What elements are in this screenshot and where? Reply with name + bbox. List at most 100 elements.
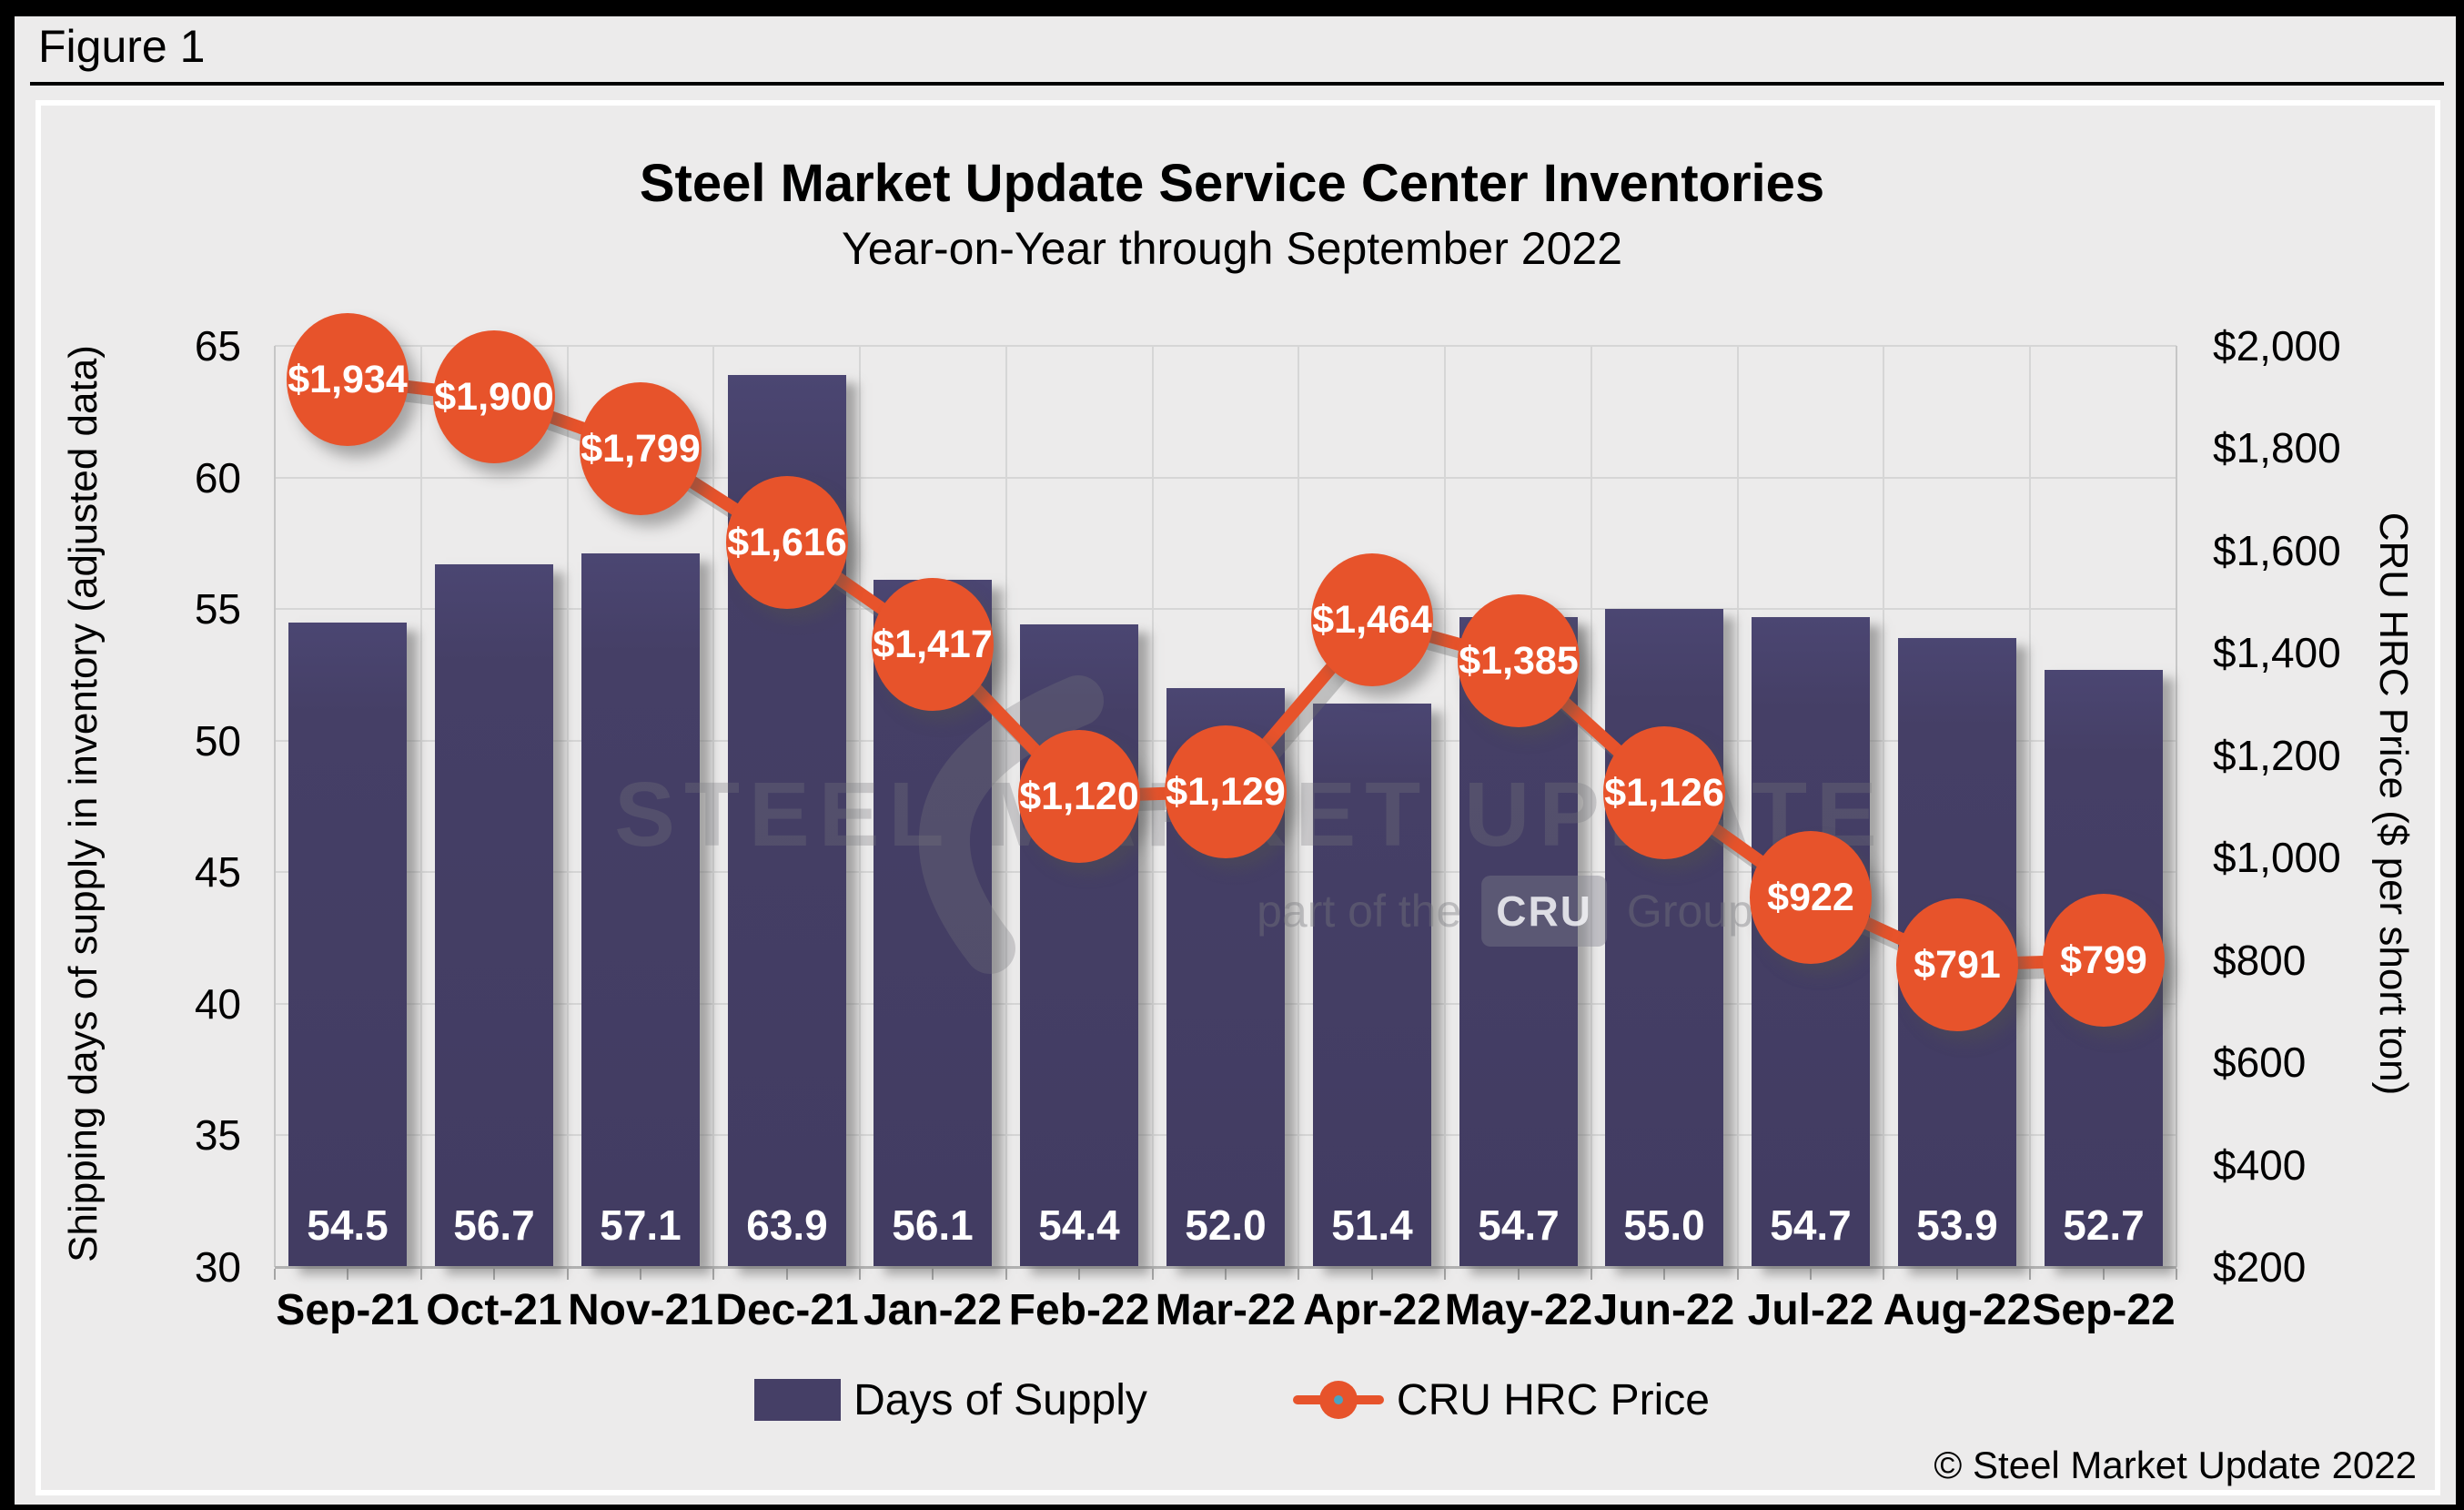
gridline-v-5 (1005, 346, 1007, 1267)
gridline-v-8 (1444, 346, 1446, 1267)
x-axis-tickmark-16 (1444, 1269, 1446, 1280)
x-axis-line (275, 1266, 2176, 1269)
bar-jun-22: 55.0 (1605, 609, 1723, 1266)
gridline-v-3 (712, 346, 714, 1267)
price-marker-feb-22: $1,120 (1018, 730, 1140, 863)
price-marker-mar-22: $1,129 (1165, 725, 1287, 858)
x-axis-tickmark-0 (274, 1269, 276, 1280)
gridline-v-4 (859, 346, 861, 1267)
price-marker-oct-21: $1,900 (433, 330, 555, 463)
price-marker-sep-22: $799 (2043, 894, 2165, 1027)
x-axis-tickmark-14 (1298, 1269, 1299, 1280)
x-tick-label-nov-21: Nov-21 (567, 1286, 714, 1334)
x-axis-tickmark-19 (1663, 1269, 1665, 1280)
x-axis-tickmark-20 (1737, 1269, 1739, 1280)
x-tick-label-jun-22: Jun-22 (1593, 1286, 1735, 1334)
x-axis-tickmark-9 (932, 1269, 934, 1280)
x-tick-label-jan-22: Jan-22 (863, 1286, 1003, 1334)
x-axis-tickmark-5 (640, 1269, 641, 1280)
x-axis-tickmark-22 (1883, 1269, 1884, 1280)
right-axis-tick--800: $800 (2213, 937, 2307, 984)
gridline-h-55 (275, 608, 2176, 610)
x-tick-label-may-22: May-22 (1444, 1286, 1593, 1334)
legend-item-days-of-supply: Days of Supply (754, 1375, 1147, 1425)
left-axis-tick-65: 65 (194, 322, 241, 370)
x-axis-tickmark-15 (1371, 1269, 1373, 1280)
price-marker-jul-22: $922 (1750, 831, 1872, 964)
x-axis-tickmark-10 (1005, 1269, 1007, 1280)
right-axis-tick--2-000: $2,000 (2213, 322, 2341, 370)
bar-value-nov-21: 57.1 (600, 1201, 682, 1249)
left-axis-tick-50: 50 (194, 717, 241, 765)
x-axis-tickmark-4 (567, 1269, 569, 1280)
x-tick-label-sep-21: Sep-21 (276, 1286, 419, 1334)
right-axis-tick--1-800: $1,800 (2213, 424, 2341, 471)
x-axis-tickmark-21 (1810, 1269, 1812, 1280)
left-axis-tick-30: 30 (194, 1243, 241, 1291)
bar-value-jul-22: 54.7 (1770, 1201, 1852, 1249)
price-marker-nov-21: $1,799 (580, 382, 702, 515)
bar-value-mar-22: 52.0 (1185, 1201, 1267, 1249)
x-axis-tickmark-23 (1956, 1269, 1958, 1280)
x-tick-label-apr-22: Apr-22 (1302, 1286, 1442, 1334)
x-axis-tickmark-8 (859, 1269, 861, 1280)
price-marker-may-22: $1,385 (1458, 594, 1580, 727)
gridline-v-9 (1590, 346, 1592, 1267)
gridline-v-0 (274, 346, 276, 1267)
price-marker-sep-21: $1,934 (287, 313, 409, 446)
price-marker-aug-22: $791 (1896, 898, 2018, 1031)
x-axis-tickmark-24 (2029, 1269, 2031, 1280)
bar-value-oct-21: 56.7 (453, 1201, 535, 1249)
x-tick-label-oct-21: Oct-21 (426, 1286, 562, 1334)
chart-title: Steel Market Update Service Center Inven… (639, 154, 1825, 213)
gridline-v-1 (420, 346, 422, 1267)
legend-item-cru-hrc-price: CRU HRC Price (1292, 1371, 1710, 1429)
legend-label-cru-hrc-price: CRU HRC Price (1396, 1375, 1710, 1424)
legend-marker-icon (1318, 1381, 1358, 1419)
right-axis-tick--200: $200 (2213, 1243, 2307, 1291)
header-rule (30, 82, 2444, 86)
right-axis-title: CRU HRC Price ($ per short ton) (2371, 512, 2416, 1096)
gridline-v-7 (1298, 346, 1299, 1267)
x-axis-tickmark-6 (712, 1269, 714, 1280)
x-axis-tickmark-12 (1152, 1269, 1154, 1280)
bar-series-swatch (754, 1379, 842, 1421)
figure-label: Figure 1 (38, 21, 206, 72)
x-tick-label-dec-21: Dec-21 (715, 1286, 859, 1334)
x-tick-label-sep-22: Sep-22 (2032, 1286, 2176, 1334)
x-axis-tickmark-2 (420, 1269, 422, 1280)
price-marker-jun-22: $1,126 (1603, 726, 1725, 859)
chart-card (35, 100, 2440, 1495)
bar-apr-22: 51.4 (1313, 704, 1431, 1266)
gridline-v-11 (1883, 346, 1884, 1267)
legend-marker-dot (1333, 1395, 1343, 1404)
bar-value-sep-21: 54.5 (307, 1201, 389, 1249)
gridline-h-65 (275, 345, 2176, 347)
left-axis-tick-40: 40 (194, 980, 241, 1028)
bar-value-may-22: 54.7 (1478, 1201, 1560, 1249)
price-marker-dec-21: $1,616 (726, 476, 848, 609)
x-axis-tickmark-25 (2103, 1269, 2105, 1280)
left-axis-tick-35: 35 (194, 1111, 241, 1159)
bar-value-sep-22: 52.7 (2063, 1201, 2145, 1249)
bar-value-jan-22: 56.1 (892, 1201, 974, 1249)
gridline-v-6 (1152, 346, 1154, 1267)
bar-sep-21: 54.5 (288, 623, 407, 1266)
bar-value-jun-22: 55.0 (1623, 1201, 1705, 1249)
x-axis-tickmark-17 (1518, 1269, 1520, 1280)
line-series-marker (1292, 1371, 1384, 1429)
x-tick-label-mar-22: Mar-22 (1155, 1286, 1297, 1334)
x-tick-label-jul-22: Jul-22 (1747, 1286, 1874, 1334)
right-axis-tick--1-400: $1,400 (2213, 629, 2341, 676)
gridline-v-12 (2029, 346, 2031, 1267)
price-marker-apr-22: $1,464 (1311, 553, 1433, 686)
right-axis-tick--1-000: $1,000 (2213, 834, 2341, 881)
legend-label-days-of-supply: Days of Supply (853, 1375, 1147, 1424)
x-axis-tickmark-18 (1590, 1269, 1592, 1280)
x-tick-label-feb-22: Feb-22 (1008, 1286, 1150, 1334)
bar-oct-21: 56.7 (435, 564, 553, 1266)
bar-value-aug-22: 53.9 (1916, 1201, 1998, 1249)
chart-subtitle: Year-on-Year through September 2022 (841, 223, 1623, 274)
right-axis-tick--600: $600 (2213, 1039, 2307, 1086)
x-axis-tickmark-13 (1225, 1269, 1227, 1280)
